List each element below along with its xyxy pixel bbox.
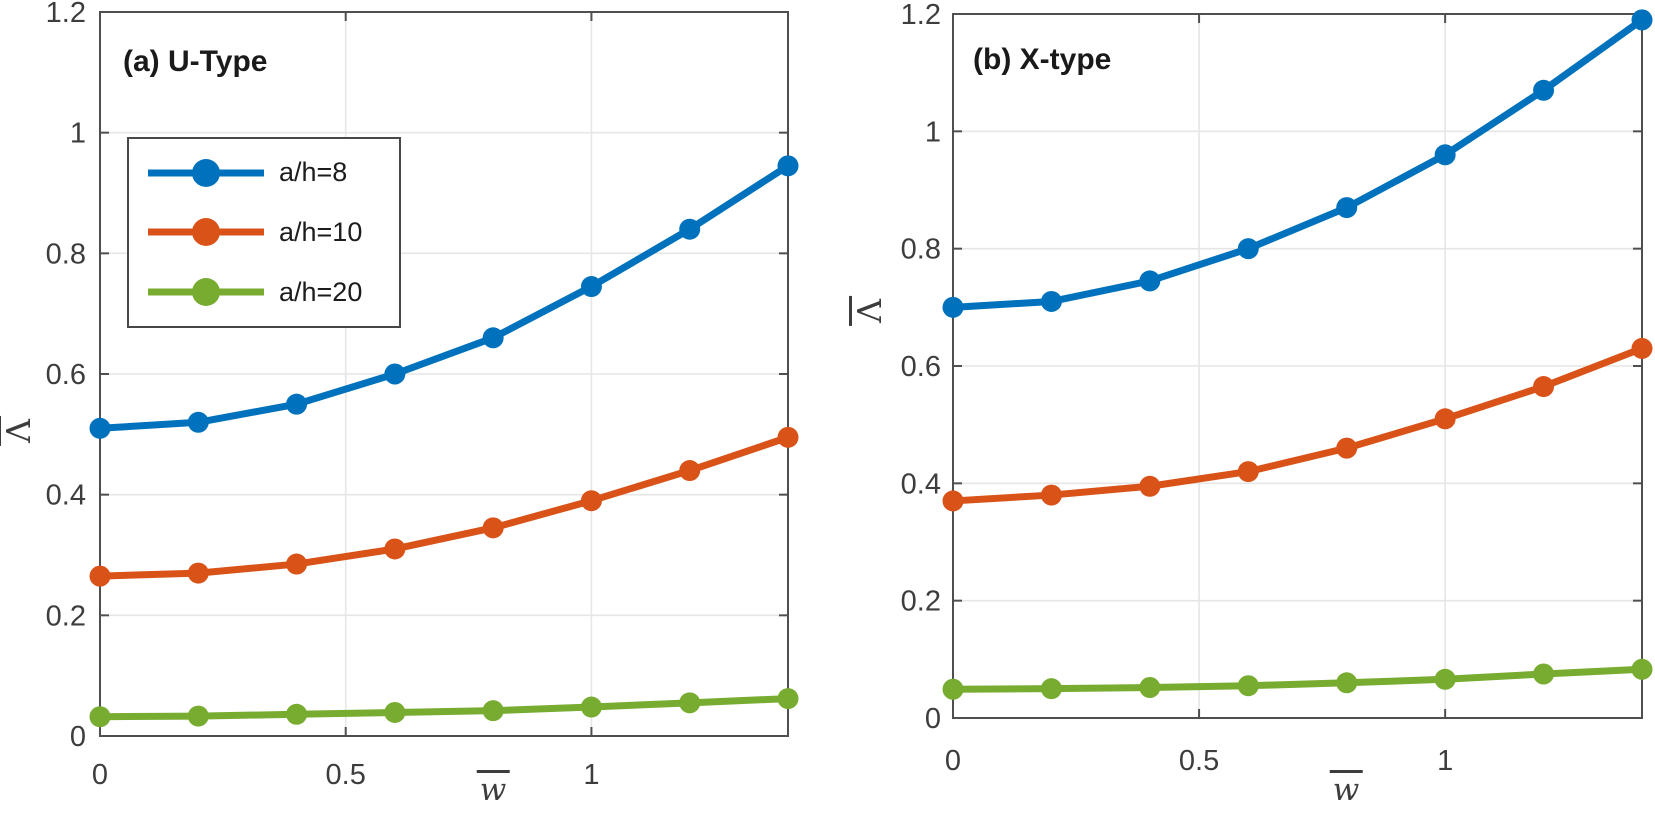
data-point bbox=[1040, 678, 1062, 700]
data-point bbox=[1237, 461, 1259, 483]
data-point bbox=[942, 678, 964, 700]
y-tick-label: 1.2 bbox=[46, 0, 86, 29]
y-tick-label: 0.8 bbox=[901, 234, 941, 266]
plot-b: 0 0.5 1 0 0.2 0.4 0.6 0.8 1 1.2 bbox=[901, 0, 1653, 777]
plot-b-title: (b) X-type bbox=[973, 43, 1112, 76]
x-tick-label: 0 bbox=[945, 745, 961, 777]
data-point bbox=[679, 218, 701, 240]
y-tick-label: 1.2 bbox=[901, 0, 941, 31]
y-tick-label: 0.2 bbox=[46, 600, 86, 632]
legend-marker bbox=[192, 218, 220, 247]
data-point bbox=[1336, 437, 1358, 459]
legend-label: a/h=10 bbox=[279, 216, 363, 247]
data-point bbox=[1139, 270, 1161, 292]
legend-label: a/h=8 bbox=[279, 157, 348, 188]
data-point bbox=[1631, 658, 1653, 680]
data-point bbox=[942, 296, 964, 318]
data-point bbox=[89, 417, 111, 439]
data-point bbox=[1434, 668, 1456, 690]
y-tick-label: 0.2 bbox=[901, 586, 941, 618]
data-point bbox=[1336, 197, 1358, 219]
plot-a-xlabel: w bbox=[476, 770, 510, 808]
legend-sample bbox=[148, 278, 264, 307]
data-point bbox=[1237, 675, 1259, 697]
y-tick-label: 0.6 bbox=[46, 359, 86, 391]
series-line-a-h-20 bbox=[96, 695, 792, 721]
data-point bbox=[1139, 676, 1161, 698]
data-point bbox=[384, 363, 406, 385]
data-point bbox=[286, 393, 308, 415]
data-point bbox=[1631, 337, 1653, 359]
data-point bbox=[1336, 672, 1358, 694]
data-point bbox=[482, 517, 504, 539]
data-point bbox=[187, 705, 209, 727]
data-point bbox=[1434, 408, 1456, 430]
y-tick-label: 1 bbox=[925, 116, 941, 148]
data-point bbox=[580, 696, 602, 718]
x-tick-label: 0.5 bbox=[326, 759, 366, 791]
data-point bbox=[89, 565, 111, 587]
data-point bbox=[89, 706, 111, 728]
y-tick-label: 0.4 bbox=[901, 468, 941, 500]
data-point bbox=[1040, 484, 1062, 506]
data-point bbox=[482, 700, 504, 722]
y-tick-label: 0.4 bbox=[46, 480, 86, 512]
data-point bbox=[1631, 9, 1653, 31]
data-point bbox=[1040, 290, 1062, 312]
data-point bbox=[679, 692, 701, 714]
series-line-a-h-10 bbox=[949, 344, 1646, 505]
x-tick-label: 1 bbox=[1437, 745, 1453, 777]
data-point bbox=[1533, 376, 1555, 398]
plot-b-xlabel: w bbox=[1329, 770, 1363, 808]
y-tick-label: 0 bbox=[925, 703, 941, 735]
data-point bbox=[777, 426, 799, 448]
data-point bbox=[1139, 475, 1161, 497]
series-line-a-h-20 bbox=[949, 665, 1646, 693]
series-line-a-h-8 bbox=[949, 16, 1646, 311]
series-line-a-h-10 bbox=[96, 433, 792, 580]
data-point bbox=[286, 703, 308, 725]
data-point bbox=[580, 490, 602, 512]
y-tick-label: 0.6 bbox=[901, 351, 941, 383]
series-line-a-h-8 bbox=[96, 162, 792, 432]
data-point bbox=[1533, 79, 1555, 101]
data-point bbox=[1434, 144, 1456, 166]
plot-a: 0 0.5 1 0 0.2 0.4 0.6 0.8 1 1.2 bbox=[46, 0, 799, 791]
x-tick-label: 1 bbox=[583, 759, 599, 791]
data-point bbox=[482, 327, 504, 349]
legend-sample bbox=[148, 218, 264, 247]
legend-sample bbox=[148, 158, 264, 187]
y-tick-label: 1 bbox=[70, 118, 86, 150]
plot-a-ylabel: Λ bbox=[0, 416, 38, 446]
data-point bbox=[777, 155, 799, 177]
x-tick-label: 0 bbox=[92, 759, 108, 791]
data-point bbox=[384, 538, 406, 560]
data-point bbox=[777, 688, 799, 710]
legend-marker bbox=[192, 158, 220, 187]
plot-a-title: (a) U-Type bbox=[123, 45, 268, 78]
data-point bbox=[384, 701, 406, 723]
data-point bbox=[942, 490, 964, 512]
data-point bbox=[286, 553, 308, 575]
y-tick-label: 0 bbox=[70, 721, 86, 753]
data-point bbox=[679, 460, 701, 482]
legend-item: a/h=10 bbox=[145, 215, 399, 249]
data-point bbox=[580, 276, 602, 298]
data-point bbox=[1237, 238, 1259, 260]
data-point bbox=[187, 411, 209, 433]
plot-b-ylabel: Λ bbox=[849, 296, 889, 326]
legend-item: a/h=20 bbox=[145, 275, 399, 309]
legend: a/h=8 a/h=10 a/h=20 bbox=[127, 137, 401, 328]
legend-marker bbox=[192, 278, 220, 307]
data-point bbox=[187, 562, 209, 584]
x-tick-label: 0.5 bbox=[1179, 745, 1219, 777]
legend-item: a/h=8 bbox=[145, 156, 399, 190]
y-tick-label: 0.8 bbox=[46, 238, 86, 270]
legend-label: a/h=20 bbox=[279, 276, 363, 307]
data-point bbox=[1533, 663, 1555, 685]
